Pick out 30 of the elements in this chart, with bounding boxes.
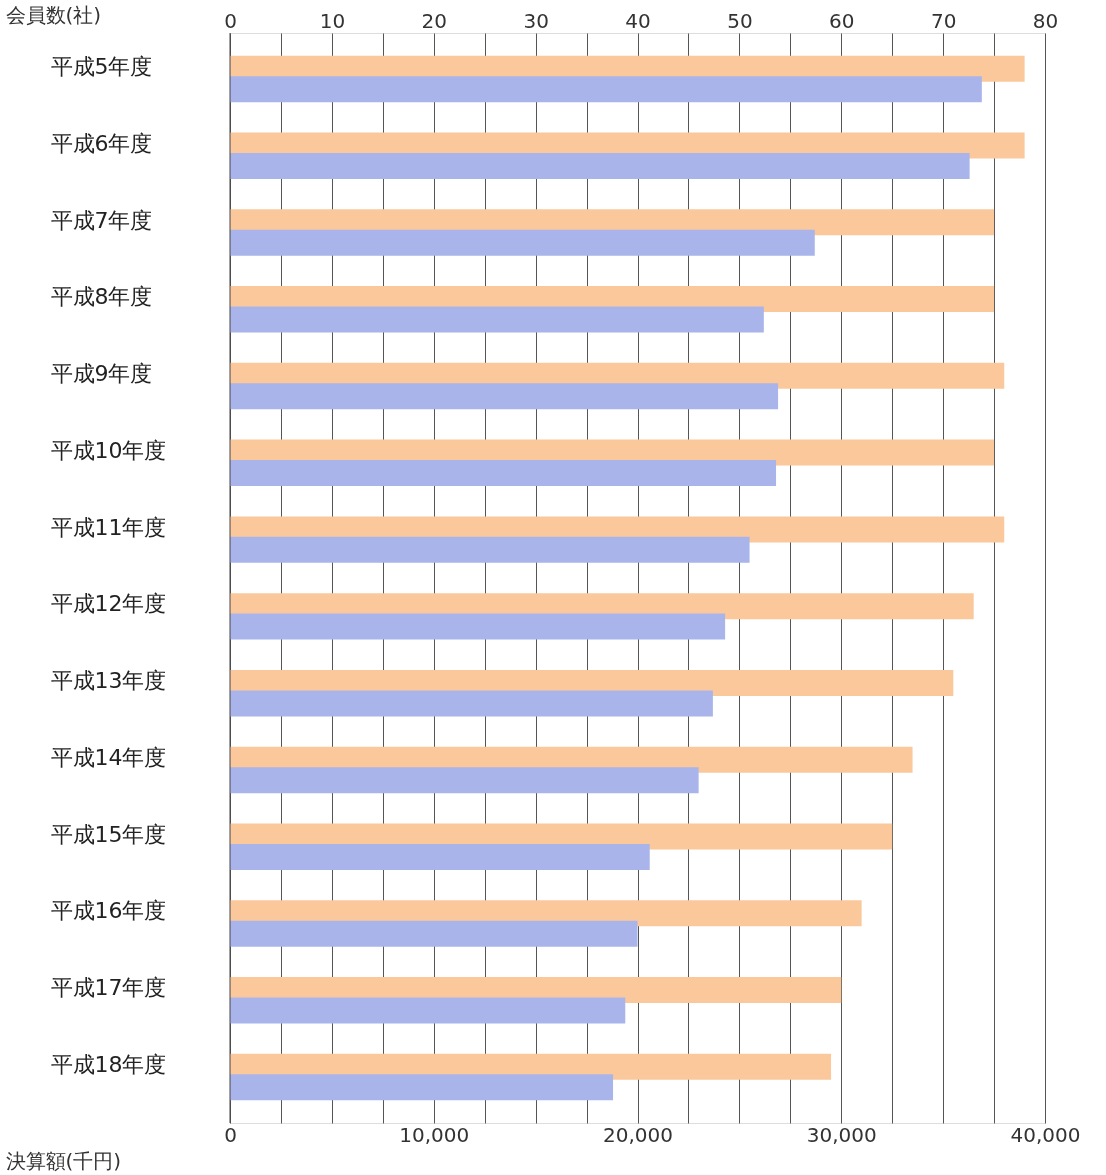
- x2-tick-label: 80: [1032, 8, 1059, 33]
- y-tick-label: 平成7年度: [50, 207, 153, 233]
- x2-tick-label: 50: [727, 8, 753, 33]
- y-tick-label: 平成17年度: [50, 975, 167, 1001]
- x-tick-label: 30,000: [806, 1122, 877, 1147]
- y-tick-label: 平成13年度: [50, 668, 167, 694]
- x-tick-label: 10,000: [399, 1122, 470, 1147]
- x-tick-label: 20,000: [603, 1122, 673, 1147]
- x2-tick-label: 0: [224, 8, 237, 33]
- y-tick-label: 平成15年度: [50, 821, 167, 847]
- x-axis-title: 決算額(千円): [5, 1148, 122, 1173]
- y-tick-label: 平成5年度: [50, 54, 153, 80]
- y-tick-label: 平成16年度: [50, 898, 167, 924]
- x2-tick-label: 40: [625, 8, 651, 33]
- y-tick-label: 平成8年度: [50, 284, 153, 310]
- x-tick-label: 40,000: [1010, 1122, 1081, 1147]
- y-tick-label: 平成11年度: [50, 514, 167, 540]
- x2-axis-title: 会員数(社): [5, 2, 102, 27]
- y-tick-label: 平成10年度: [50, 437, 167, 463]
- x2-tick-label: 20: [421, 8, 447, 33]
- y-tick-label: 平成6年度: [50, 130, 153, 156]
- y-tick-label: 平成9年度: [50, 361, 153, 387]
- x-tick-label: 0: [224, 1122, 237, 1147]
- x2-tick-label: 10: [319, 8, 346, 33]
- y-tick-label: 平成14年度: [50, 744, 167, 770]
- x2-tick-label: 30: [523, 8, 549, 33]
- y-tick-label: 平成18年度: [50, 1051, 167, 1077]
- x2-tick-label: 70: [930, 8, 957, 33]
- x2-tick-label: 60: [829, 8, 855, 33]
- y-tick-label: 平成12年度: [50, 591, 167, 617]
